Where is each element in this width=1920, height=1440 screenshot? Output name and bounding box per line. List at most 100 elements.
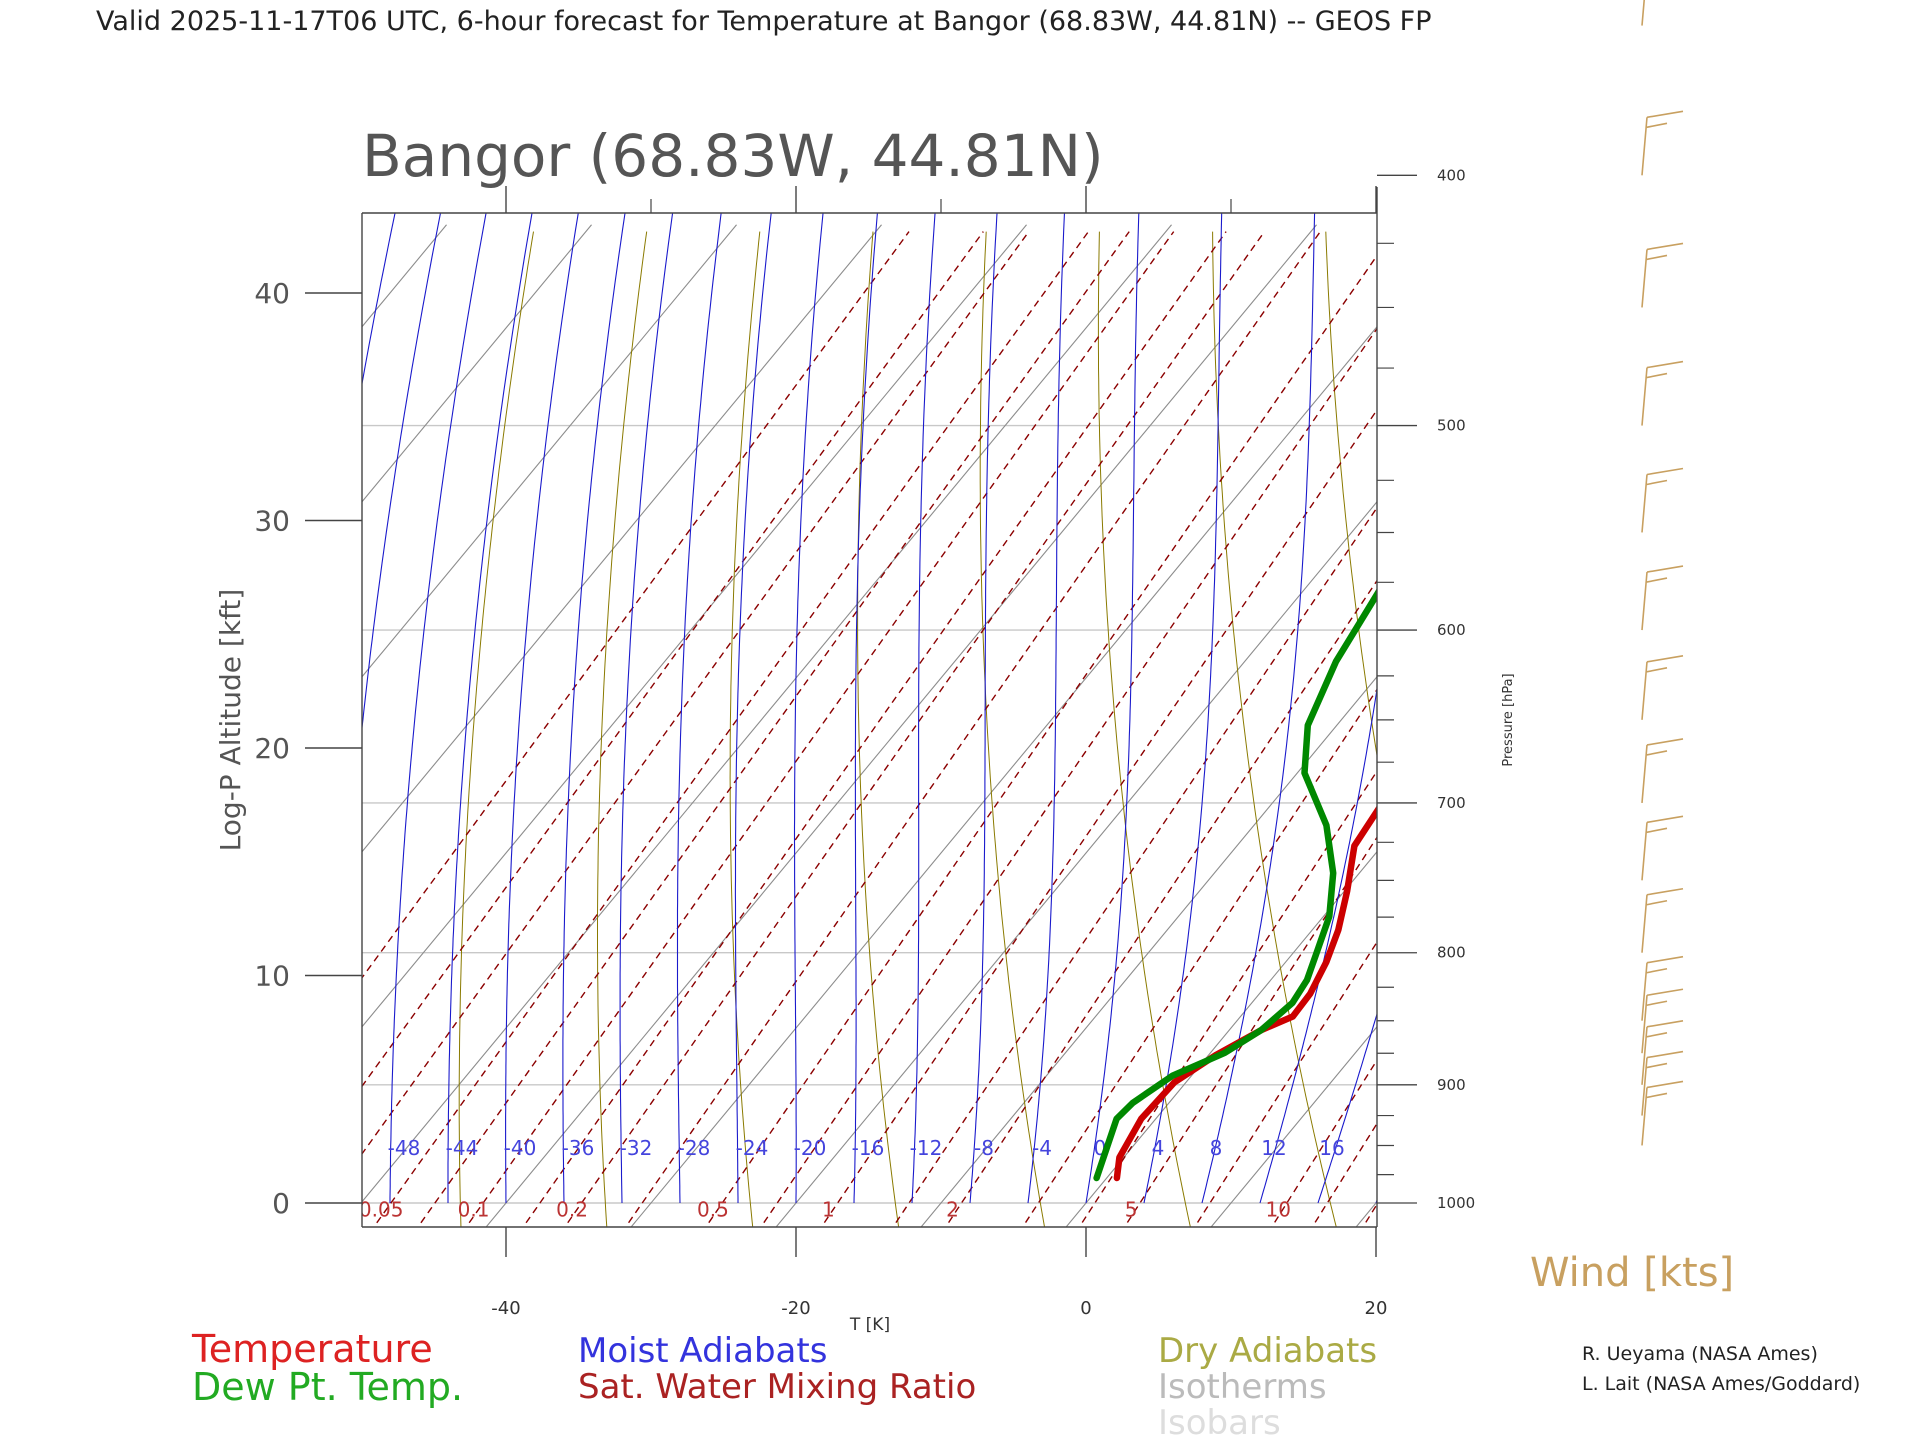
wind-barb: [1641, 1050, 1684, 1116]
mixing-ratio-line: [362, 231, 910, 979]
x-axis-label: T [K]: [849, 1315, 890, 1335]
wind-barbs: [1641, 0, 1684, 1146]
moist-adiabat-line: [505, 213, 579, 1204]
isotherm-line: [630, 325, 1377, 1227]
mixing-ratio-line: [760, 327, 1377, 1227]
x-tick-label: -20: [781, 1298, 810, 1319]
legend-temperature: Temperature: [191, 1327, 433, 1371]
mixing-ratio-line: [1021, 688, 1377, 1227]
legend-dewpoint: Dew Pt. Temp.: [192, 1365, 463, 1409]
x-tick-label: 20: [1365, 1298, 1388, 1319]
moist-adiabat-line: [1143, 213, 1223, 1204]
moist-adiabat-line: [1259, 685, 1377, 1204]
wind-barb: [1641, 887, 1684, 953]
dry-adiabat-line: [729, 231, 761, 1227]
dry-adiabat-line: [1212, 231, 1337, 1227]
mixing-ratio-line: [417, 231, 1130, 1227]
wind-barb: [1641, 360, 1684, 426]
mixing-ratio-label: 0.2: [556, 1198, 588, 1222]
legend-isotherms: Isotherms: [1158, 1367, 1327, 1407]
mixing-ratio-line: [1524, 232, 1920, 1233]
moist-adiabat-label: -4: [1032, 1136, 1052, 1160]
credit-lait: L. Lait (NASA Ames/Goddard): [1582, 1373, 1860, 1395]
dry-adiabat-line: [597, 231, 648, 1227]
mixing-ratio-label: 2: [946, 1198, 959, 1222]
mixing-ratio-line: [362, 231, 984, 1088]
isotherm-line: [485, 224, 1317, 1227]
isotherm-line: [362, 224, 737, 678]
wind-barb: [1641, 242, 1684, 308]
mixing-ratio-line: [944, 579, 1377, 1227]
moist-adiabat-line: [389, 213, 487, 1203]
mixing-ratio-label: 5: [1125, 1198, 1138, 1222]
sounding-curves: [1093, 588, 1377, 1182]
pressure-tick-label: 500: [1437, 417, 1466, 435]
pressure-tick-label: 400: [1437, 166, 1466, 184]
moist-adiabat-line: [734, 213, 772, 1203]
moist-adiabat-label: -8: [974, 1136, 994, 1160]
moist-adiabat-line: [1666, 0, 1920, 1203]
wind-barb: [1641, 1020, 1684, 1085]
moist-adiabat-line: [619, 213, 674, 1204]
moist-adiabat-line: [1317, 1012, 1377, 1204]
dry-adiabat-line: [458, 231, 534, 1227]
mixing-ratio-line: [892, 506, 1377, 1227]
isotherm-line: [1496, 225, 1920, 1233]
moist-adiabat-line: [1375, 1198, 1377, 1204]
wind-barb: [1641, 110, 1684, 176]
pressure-axis-label: Pressure [hPa]: [1501, 673, 1516, 766]
mixing-ratio-line: [1480, 232, 1920, 1233]
wind-barb: [1641, 738, 1684, 804]
moist-adiabat-label: -16: [852, 1136, 885, 1160]
mixing-ratio-line: [704, 254, 1377, 1227]
wind-barb: [1641, 655, 1684, 720]
moist-adiabat-label: -12: [910, 1136, 943, 1160]
isotherm-line: [0, 225, 157, 1233]
dry-adiabat-line: [1097, 231, 1191, 1227]
moist-adiabat-line: [1085, 213, 1140, 1204]
mixing-ratio-line: [1123, 836, 1377, 1227]
mixing-ratio-line: [372, 231, 1089, 1227]
mixing-ratio-line: [522, 231, 1227, 1227]
dry-adiabat-line: [1325, 231, 1377, 759]
moist-adiabat-label: -28: [678, 1136, 711, 1160]
moist-adiabat-label: -48: [388, 1136, 421, 1160]
moist-adiabat-line: [1608, 0, 1920, 1203]
isotherm-line: [1641, 225, 1920, 1233]
moist-adiabat-line: [447, 213, 533, 1203]
y-tick-label: 10: [254, 960, 290, 993]
mixing-ratio-line: [1311, 1122, 1377, 1227]
moist-adiabat-label: 12: [1261, 1136, 1286, 1160]
y-tick-label: 0: [272, 1187, 290, 1220]
moist-adiabat-label: 16: [1319, 1136, 1344, 1160]
legend-mixing-ratio: Sat. Water Mixing Ratio: [578, 1367, 976, 1407]
pressure-tick-label: 1000: [1437, 1194, 1475, 1212]
isotherm-line: [362, 224, 592, 503]
isotherm-line: [0, 225, 302, 1233]
mixing-ratio-line: [624, 231, 1321, 1227]
x-tick-label: -40: [491, 1298, 520, 1319]
wind-barb: [1641, 955, 1684, 1021]
isotherm-line: [362, 224, 1027, 1028]
y-tick-label: 40: [254, 277, 290, 310]
legend-moist-adiabats: Moist Adiabats: [578, 1331, 827, 1371]
plot-title: Bangor (68.83W, 44.81N): [362, 122, 1104, 190]
moist-adiabat-line: [676, 213, 722, 1204]
mixing-ratio-label: 1: [822, 1198, 835, 1222]
isotherm-line: [362, 224, 1172, 1203]
y-tick-label: 30: [254, 505, 290, 538]
isotherm-line: [0, 225, 12, 1233]
wind-label: Wind [kts]: [1530, 1250, 1734, 1296]
isotherm-line: [1210, 1025, 1377, 1227]
isotherm-line: [362, 224, 882, 853]
moist-adiabat-line: [1550, 0, 1920, 1203]
moist-adiabat-line: [1027, 213, 1066, 1204]
moist-adiabat-line: [793, 213, 824, 1203]
top-title: Valid 2025-11-17T06 UTC, 6-hour forecast…: [96, 6, 1432, 37]
x-tick-label: 0: [1080, 1298, 1091, 1319]
dry-adiabat-line: [857, 231, 900, 1227]
dry-adiabat-line: [1552, 232, 1776, 1233]
pressure-tick-label: 600: [1437, 621, 1466, 639]
wind-barb: [1641, 0, 1646, 26]
